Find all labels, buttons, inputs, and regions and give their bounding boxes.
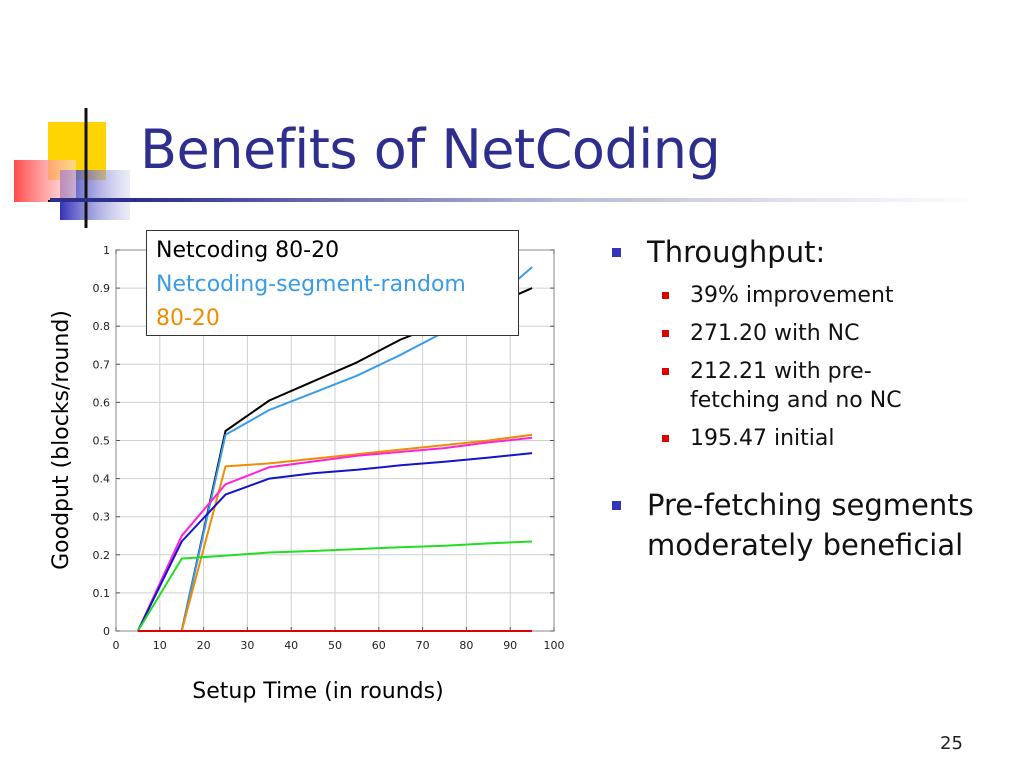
x-tick-label: 30	[240, 639, 254, 652]
page-number: 25	[940, 733, 963, 754]
series-line-3	[180, 433, 533, 632]
x-tick-label: 20	[197, 639, 211, 652]
chart-legend: Netcoding 80-20 Netcoding-segment-random…	[146, 230, 519, 336]
legend-entry-80-20: 80-20	[156, 306, 220, 331]
bullet-list: Throughput: 39% improvement 271.20 with …	[610, 232, 1010, 565]
sub-bullet-prefetching-text: 212.21 with pre-fetching and no NC	[690, 359, 902, 413]
y-tick-label: 0	[103, 625, 110, 638]
sub-bullet-improvement: 39% improvement	[647, 281, 1010, 310]
chart-ticks: 0 10 20 30 40 50 60 70 80 90 100 0 0.1 0.2 0.3 0.4 0.5 0.…	[93, 244, 565, 652]
y-tick-label: 0.4	[93, 473, 111, 486]
y-tick-label: 0.1	[93, 587, 111, 600]
slide-title: Benefits of NetCoding	[140, 118, 721, 181]
x-tick-label: 100	[544, 639, 565, 652]
x-tick-label: 90	[503, 639, 517, 652]
y-tick-label: 0.8	[93, 320, 111, 333]
sub-bullet-prefetching: 212.21 with pre-fetching and no NC	[647, 357, 1010, 415]
title-underline	[50, 198, 980, 202]
x-tick-label: 70	[416, 639, 430, 652]
x-tick-label: 0	[113, 639, 120, 652]
legend-entry-netcoding-80-20: Netcoding 80-20	[156, 238, 340, 263]
x-tick-label: 10	[153, 639, 167, 652]
y-tick-label: 0.7	[93, 358, 111, 371]
y-tick-label: 0.2	[93, 549, 111, 562]
y-tick-label: 0.9	[93, 282, 111, 295]
bullet-prefetching-line1: Pre-fetching segments	[647, 488, 974, 522]
x-tick-label: 60	[372, 639, 386, 652]
y-axis-label: Goodput (blocks/round)	[49, 310, 74, 570]
x-tick-label: 40	[284, 639, 298, 652]
x-tick-label: 50	[328, 639, 342, 652]
series-line-1	[180, 287, 533, 632]
y-tick-label: 1	[103, 244, 110, 257]
x-axis-label: Setup Time (in rounds)	[192, 679, 443, 704]
bullet-prefetching-line2: moderately beneficial	[647, 528, 964, 562]
series-line-4	[136, 436, 533, 632]
y-tick-label: 0.3	[93, 511, 111, 524]
bullet-prefetching-segments: Pre-fetching segments moderately benefic…	[610, 485, 1010, 565]
sub-bullet-with-nc: 271.20 with NC	[647, 319, 1010, 348]
x-tick-label: 80	[459, 639, 473, 652]
series-line-5	[137, 452, 533, 632]
series-line-6	[137, 540, 533, 632]
bullet-throughput: Throughput:	[610, 232, 1010, 272]
legend-entry-netcoding-segment-random: Netcoding-segment-random	[156, 272, 466, 297]
y-tick-label: 0.6	[93, 396, 111, 409]
sub-bullet-initial: 195.47 initial	[647, 424, 1010, 453]
y-tick-label: 0.5	[93, 435, 111, 448]
